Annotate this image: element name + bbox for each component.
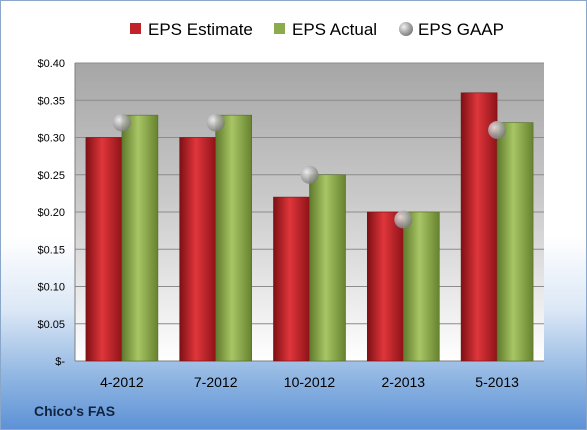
eps-actual-bar (402, 211, 440, 362)
legend-label: EPS GAAP (418, 20, 504, 39)
y-tick-label: $0.40 (37, 58, 65, 70)
company-label: Chico's FAS (34, 403, 116, 419)
legend-eps-gaap: EPS GAAP (399, 20, 504, 39)
legend-swatch (399, 22, 413, 36)
eps-estimate-bar (179, 137, 216, 362)
x-category-label: 4-2012 (100, 374, 144, 390)
legend-label: EPS Estimate (148, 20, 253, 39)
x-category-label: 5-2013 (475, 374, 519, 390)
eps-estimate-bar (85, 137, 123, 362)
eps-estimate-bar (273, 196, 310, 362)
eps-actual-bar (121, 114, 159, 362)
eps-gaap-marker (394, 210, 413, 229)
x-category-label: 2-2013 (382, 374, 426, 390)
eps-estimate-bar (366, 211, 404, 362)
eps-gaap-marker (300, 165, 319, 184)
eps-actual-bar (215, 114, 252, 362)
eps-gaap-marker (206, 113, 225, 132)
y-tick-label: $- (55, 356, 65, 368)
y-tick-label: $0.25 (37, 170, 65, 182)
y-tick-label: $0.15 (37, 244, 65, 256)
legend-eps-actual: EPS Actual (274, 20, 377, 39)
eps-gaap-marker (112, 113, 131, 132)
y-tick-label: $0.05 (37, 319, 65, 331)
x-category-label: 7-2012 (194, 374, 238, 390)
legend-swatch (130, 23, 141, 34)
legend-swatch (274, 23, 285, 34)
y-tick-label: $0.35 (37, 95, 65, 107)
y-tick-label: $0.10 (37, 282, 65, 294)
eps-actual-bar (496, 122, 534, 362)
eps-estimate-bar (460, 92, 498, 362)
legend-eps-estimate: EPS Estimate (130, 20, 253, 39)
y-tick-label: $0.20 (37, 207, 65, 219)
legend-label: EPS Actual (292, 20, 377, 39)
y-tick-label: $0.30 (37, 133, 65, 145)
x-category-label: 10-2012 (284, 374, 336, 390)
eps-gaap-marker (488, 121, 507, 140)
eps-actual-bar (309, 174, 346, 362)
